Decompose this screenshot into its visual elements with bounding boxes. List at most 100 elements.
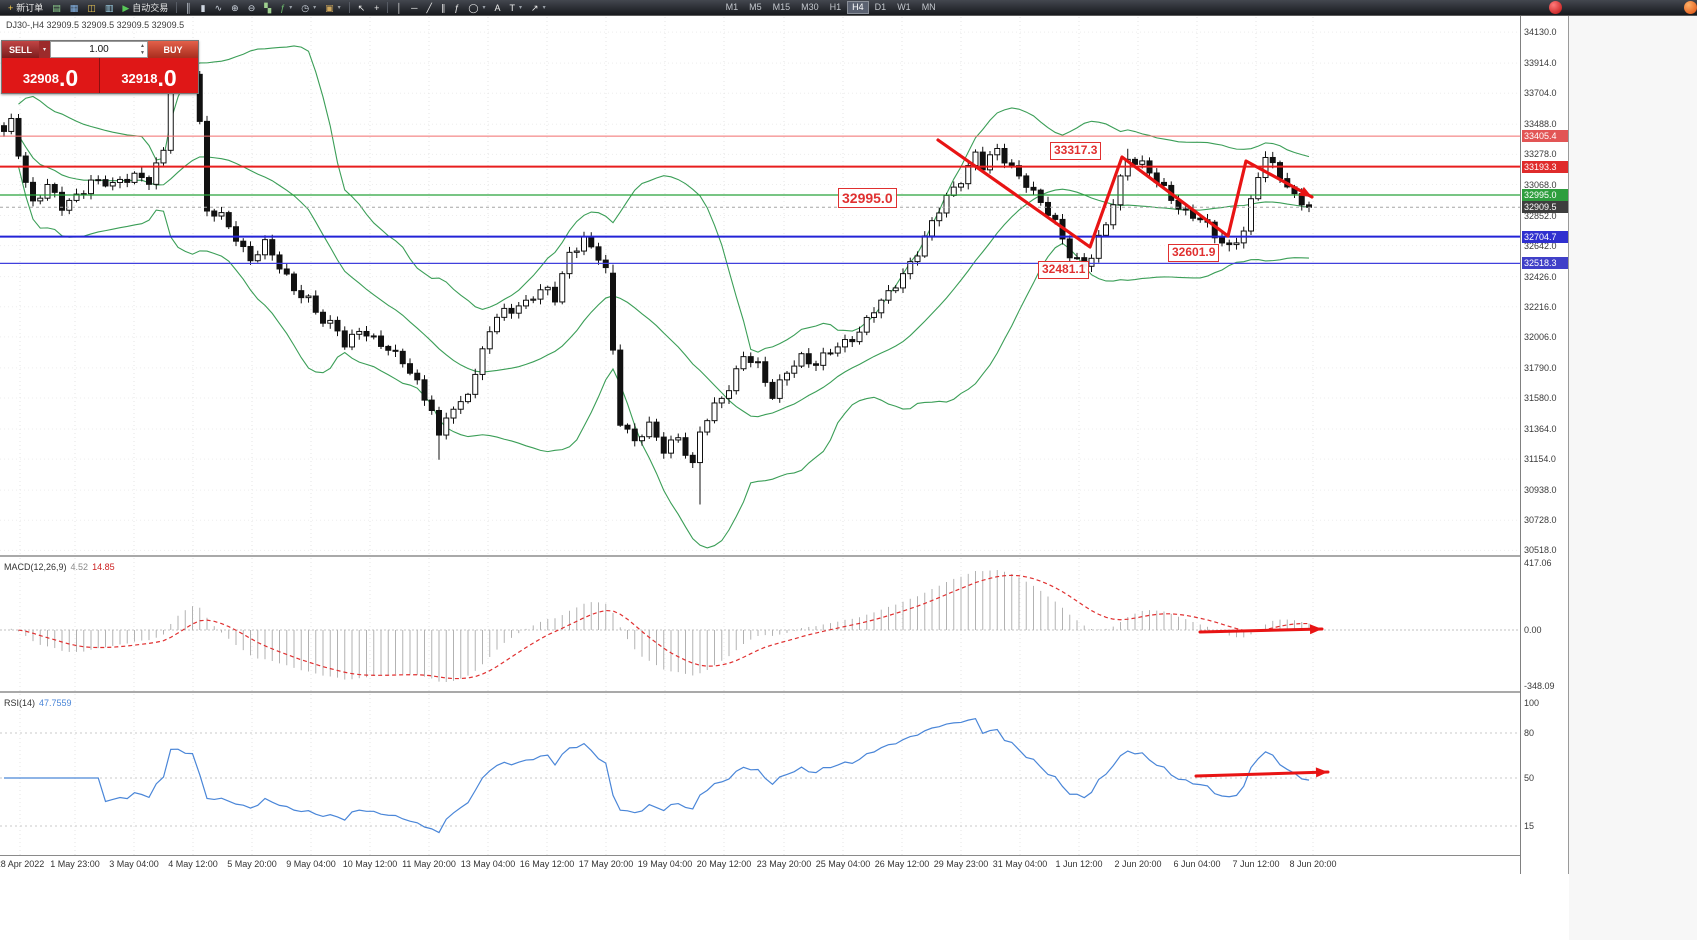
trendline-icon[interactable]: ╱ — [422, 1, 435, 15]
price-level-label: 32704.7 — [1522, 230, 1568, 243]
candle — [160, 149, 167, 164]
zoom-out-icon[interactable]: ⊖ — [244, 1, 260, 15]
timeframe-h4[interactable]: H4 — [847, 1, 869, 14]
candle — [682, 437, 689, 456]
rsi-flat-arrow[interactable] — [1194, 770, 1330, 778]
candle — [211, 210, 218, 217]
candle — [943, 194, 950, 214]
price-axis-label: 100 — [1524, 698, 1540, 708]
price-axis-label: 32006.0 — [1524, 331, 1557, 342]
chart-annotation-33317.3[interactable]: 33317.3 — [1050, 142, 1102, 160]
volume-input[interactable]: 1.00 ▲ ▼ — [50, 41, 148, 58]
candle — [385, 345, 392, 351]
line-chart-icon[interactable]: ∿ — [211, 1, 227, 15]
panel-divider-macd[interactable] — [0, 555, 1568, 557]
macd-flat-arrow[interactable] — [1198, 627, 1324, 634]
spin-down-icon[interactable]: ▼ — [140, 50, 145, 56]
candle — [755, 361, 761, 364]
candle — [37, 197, 44, 202]
crosshair-icon[interactable]: + — [370, 1, 383, 15]
candle — [776, 379, 783, 399]
dropdown-caret-icon: ▾ — [542, 5, 546, 11]
bar-chart-icon[interactable]: ║ — [181, 1, 195, 15]
panel-divider-rsi[interactable] — [0, 691, 1568, 693]
arrow-objects-icon-glyph: ↗ — [531, 2, 539, 13]
candle — [834, 346, 841, 354]
candlestick-chart-icon[interactable]: ▮ — [197, 1, 210, 15]
indicators-icon[interactable]: ƒ ▾ — [276, 1, 296, 15]
timeframe-m5[interactable]: M5 — [749, 2, 762, 12]
timeframe-h1[interactable]: H1 — [829, 2, 842, 12]
candle — [1066, 238, 1073, 259]
buy-price-display[interactable]: 32918.0 — [100, 58, 198, 93]
text-label-icon[interactable]: T ▾ — [506, 1, 527, 15]
buy-price-frac: .0 — [157, 65, 177, 91]
candle — [15, 118, 22, 157]
chart-annotation-32995.0[interactable]: 32995.0 — [838, 188, 897, 209]
text-icon[interactable]: A — [490, 1, 504, 15]
price-axis-label: 33068.0 — [1524, 179, 1557, 190]
toolbar-separator — [348, 2, 350, 13]
new-order-button[interactable]: + 新订单 — [4, 1, 47, 15]
timeframe-w1[interactable]: W1 — [897, 2, 911, 12]
candle — [443, 417, 450, 436]
candle — [363, 330, 370, 337]
candle — [51, 183, 58, 193]
timeframe-m15[interactable]: M15 — [772, 2, 791, 12]
templates-icon[interactable]: ▣ ▾ — [321, 1, 345, 15]
data-window-icon[interactable]: ▦ — [66, 1, 83, 15]
macd-header: MACD(12,26,9) 4.52 14.85 — [4, 562, 115, 572]
candle — [428, 399, 435, 411]
chart-annotation-32601.9[interactable]: 32601.9 — [1168, 244, 1220, 262]
buy-button[interactable]: BUY — [148, 41, 198, 58]
autotrade-button[interactable]: ▶ 自动交易 — [118, 1, 172, 15]
trend-zigzag-arrow[interactable] — [936, 138, 1314, 249]
order-options-caret-icon[interactable]: ▾ — [39, 41, 50, 58]
timeframe-m1[interactable]: M1 — [725, 2, 739, 12]
timeframes-menu-icon[interactable]: ◷ ▾ — [297, 1, 320, 15]
volume-spinner[interactable]: ▲ ▼ — [139, 42, 146, 58]
zoom-in-icon[interactable]: ⊕ — [227, 1, 243, 15]
price-axis[interactable]: 34130.0 33914.0 33704.0 33488.0 33278.0 33068… — [1520, 16, 1568, 874]
chart-window-edge — [1568, 16, 1569, 874]
tile-windows-icon[interactable]: ▚ — [260, 1, 275, 15]
fibonacci-icon[interactable]: ƒ — [450, 1, 463, 15]
time-axis-label: 25 May 04:00 — [815, 859, 871, 869]
workspace-gutter — [1569, 16, 1697, 940]
candle — [291, 273, 297, 292]
arrow-objects-icon[interactable]: ↗ ▾ — [527, 1, 550, 15]
timeframe-group: M1 M5 M15 M30 H1 H4 D1 W1 MN — [721, 1, 941, 14]
time-axis[interactable]: 28 Apr 2022 1 May 23:00 3 May 04:00 4 May 1… — [0, 856, 1520, 874]
crosshair-icon-glyph: + — [374, 2, 380, 13]
timeframe-m30[interactable]: M30 — [801, 2, 819, 12]
channel-icon[interactable]: ∥ — [437, 1, 450, 15]
candle — [929, 220, 935, 237]
terminal-icon[interactable]: ▥ — [101, 1, 118, 15]
candle — [1269, 156, 1276, 164]
candle — [784, 372, 790, 381]
cursor-icon[interactable]: ↖ — [354, 1, 370, 15]
price-axis-label: 31580.0 — [1524, 393, 1557, 404]
navigator-icon[interactable]: ◫ — [83, 1, 100, 15]
notification-icon[interactable] — [1684, 1, 1697, 14]
candle — [1233, 242, 1240, 246]
timeframe-d1[interactable]: D1 — [874, 2, 887, 12]
horizontal-line-icon[interactable]: ─ — [407, 1, 421, 15]
timeframe-mn[interactable]: MN — [921, 2, 936, 12]
sell-price-display[interactable]: 32908.0 — [2, 58, 100, 93]
chart-annotation-32481.1[interactable]: 32481.1 — [1038, 261, 1090, 279]
zoom-out-icon-glyph: ⊖ — [247, 2, 256, 13]
candle — [218, 212, 225, 217]
candle — [59, 191, 65, 211]
spin-up-icon[interactable]: ▲ — [140, 43, 145, 49]
one-click-trade-panel: SELL ▾ 1.00 ▲ ▼ BUY 32908.0 32918.0 — [1, 40, 199, 94]
candle — [689, 454, 696, 464]
price-axis-label: 31154.0 — [1524, 454, 1556, 465]
shapes-icon[interactable]: ◯ ▾ — [464, 1, 489, 15]
live-status-icon[interactable] — [1549, 1, 1562, 14]
candle — [1248, 198, 1254, 232]
market-watch-icon[interactable]: ▤ — [48, 1, 65, 15]
vertical-line-icon[interactable]: │ — [392, 1, 406, 15]
sell-button[interactable]: SELL — [2, 41, 39, 58]
candle — [225, 212, 232, 228]
